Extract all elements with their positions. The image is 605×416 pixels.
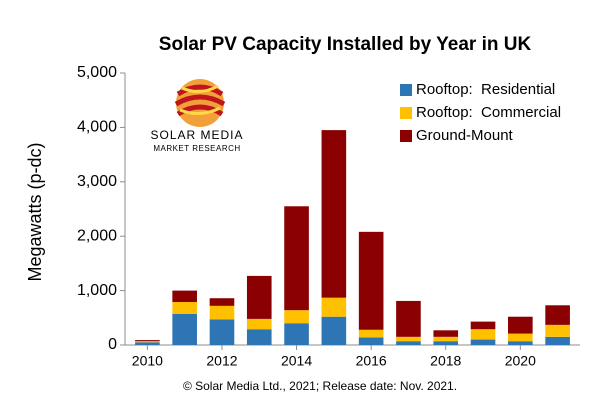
bar-segment [508, 333, 533, 342]
legend-swatch [400, 84, 412, 96]
legend-swatch [400, 107, 412, 119]
bar-segment [433, 336, 459, 342]
x-tick-label: 2018 [430, 353, 461, 369]
bar-segment [358, 231, 384, 330]
bar-segment [508, 341, 533, 345]
bar-segment [508, 316, 533, 334]
logo: SOLAR MEDIA MARKET RESEARCH [150, 79, 243, 153]
bar-segment [545, 324, 570, 337]
bar-segment [396, 336, 421, 342]
bar-segment [358, 337, 384, 345]
bar-segment [209, 319, 235, 345]
bar-segment [284, 206, 309, 311]
logo-swirl [179, 84, 221, 115]
bar-segment [321, 316, 347, 345]
bar-segment [172, 313, 197, 345]
x-tick-label: 2020 [505, 353, 536, 369]
x-tick-label: 2016 [356, 353, 387, 369]
legend-label: Ground-Mount [416, 127, 514, 144]
bar-segment [470, 321, 496, 330]
chart-title: Solar PV Capacity Installed by Year in U… [159, 34, 532, 55]
bar-segment [172, 302, 197, 314]
legend-label: Rooftop: Residential [416, 81, 555, 98]
bar-segment [545, 305, 570, 325]
logo-text: MARKET RESEARCH [153, 144, 240, 153]
y-tick-label: 3,000 [77, 173, 117, 190]
bar-segment [396, 300, 421, 337]
y-tick-label: 0 [108, 336, 117, 353]
bar-segment [358, 329, 384, 338]
x-tick-label: 2010 [132, 353, 163, 369]
bar-segment [172, 290, 197, 303]
caption: © Solar Media Ltd., 2021; Release date: … [183, 379, 457, 393]
bar-segment [396, 341, 421, 345]
bar-segment [246, 329, 272, 345]
legend-swatch [400, 130, 412, 142]
y-tick-label: 1,000 [77, 282, 117, 299]
y-axis-title: Megawatts (p-dc) [25, 142, 45, 281]
bar-segment [284, 323, 309, 345]
bar-segment [470, 329, 496, 340]
bar-segment [470, 339, 496, 345]
bar-segment [135, 342, 160, 345]
bar-segment [135, 341, 160, 343]
bar-segment [321, 297, 347, 317]
bar-segment [135, 340, 160, 342]
bar-segment [545, 336, 570, 345]
y-tick-label: 5,000 [77, 64, 117, 81]
legend-label: Rooftop: Commercial [416, 104, 561, 121]
y-tick-label: 4,000 [77, 119, 117, 136]
bar-segment [209, 298, 235, 306]
bar-segment [284, 310, 309, 324]
bar-segment [209, 305, 235, 320]
bar-segment [246, 275, 272, 319]
bar-segment [433, 341, 459, 345]
y-tick-label: 2,000 [77, 227, 117, 244]
bar-segment [321, 130, 347, 298]
x-tick-label: 2014 [281, 353, 312, 369]
bar-segment [246, 318, 272, 330]
x-tick-label: 2012 [206, 353, 237, 369]
bar-segment [433, 330, 459, 337]
logo-text: SOLAR MEDIA [150, 128, 243, 142]
